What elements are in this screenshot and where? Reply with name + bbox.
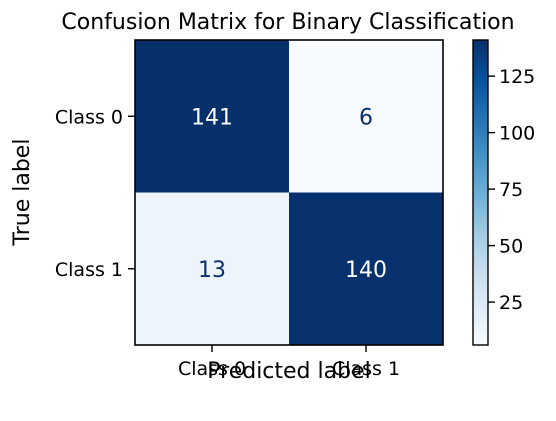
colorbar	[472, 39, 489, 346]
heatmap-cell	[135, 192, 290, 346]
heatmap-cell	[135, 40, 290, 193]
colorbar-tick-label: 75	[499, 179, 523, 201]
x-tick-label: Class 1	[332, 358, 400, 380]
heatmap-cell	[289, 40, 444, 193]
cell-value-label: 141	[191, 105, 233, 130]
cell-value-label: 140	[345, 258, 387, 283]
colorbar-tick-label: 25	[499, 292, 523, 314]
chart-title: Confusion Matrix for Binary Classificati…	[61, 10, 514, 35]
y-tick-label: Class 1	[55, 259, 123, 281]
x-tick-label: Class 0	[178, 358, 246, 380]
x-axis-label: Predicted label	[207, 359, 370, 384]
colorbar-tick-label: 125	[499, 66, 535, 88]
heatmap-cell	[289, 192, 444, 346]
colorbar-tick-label: 100	[499, 123, 535, 145]
y-tick-label: Class 0	[55, 106, 123, 128]
plot-frame	[134, 39, 444, 346]
cell-value-label: 13	[198, 258, 226, 283]
cell-value-label: 6	[359, 105, 373, 130]
y-axis-label: True label	[10, 139, 35, 247]
colorbar-tick-label: 50	[499, 236, 523, 258]
